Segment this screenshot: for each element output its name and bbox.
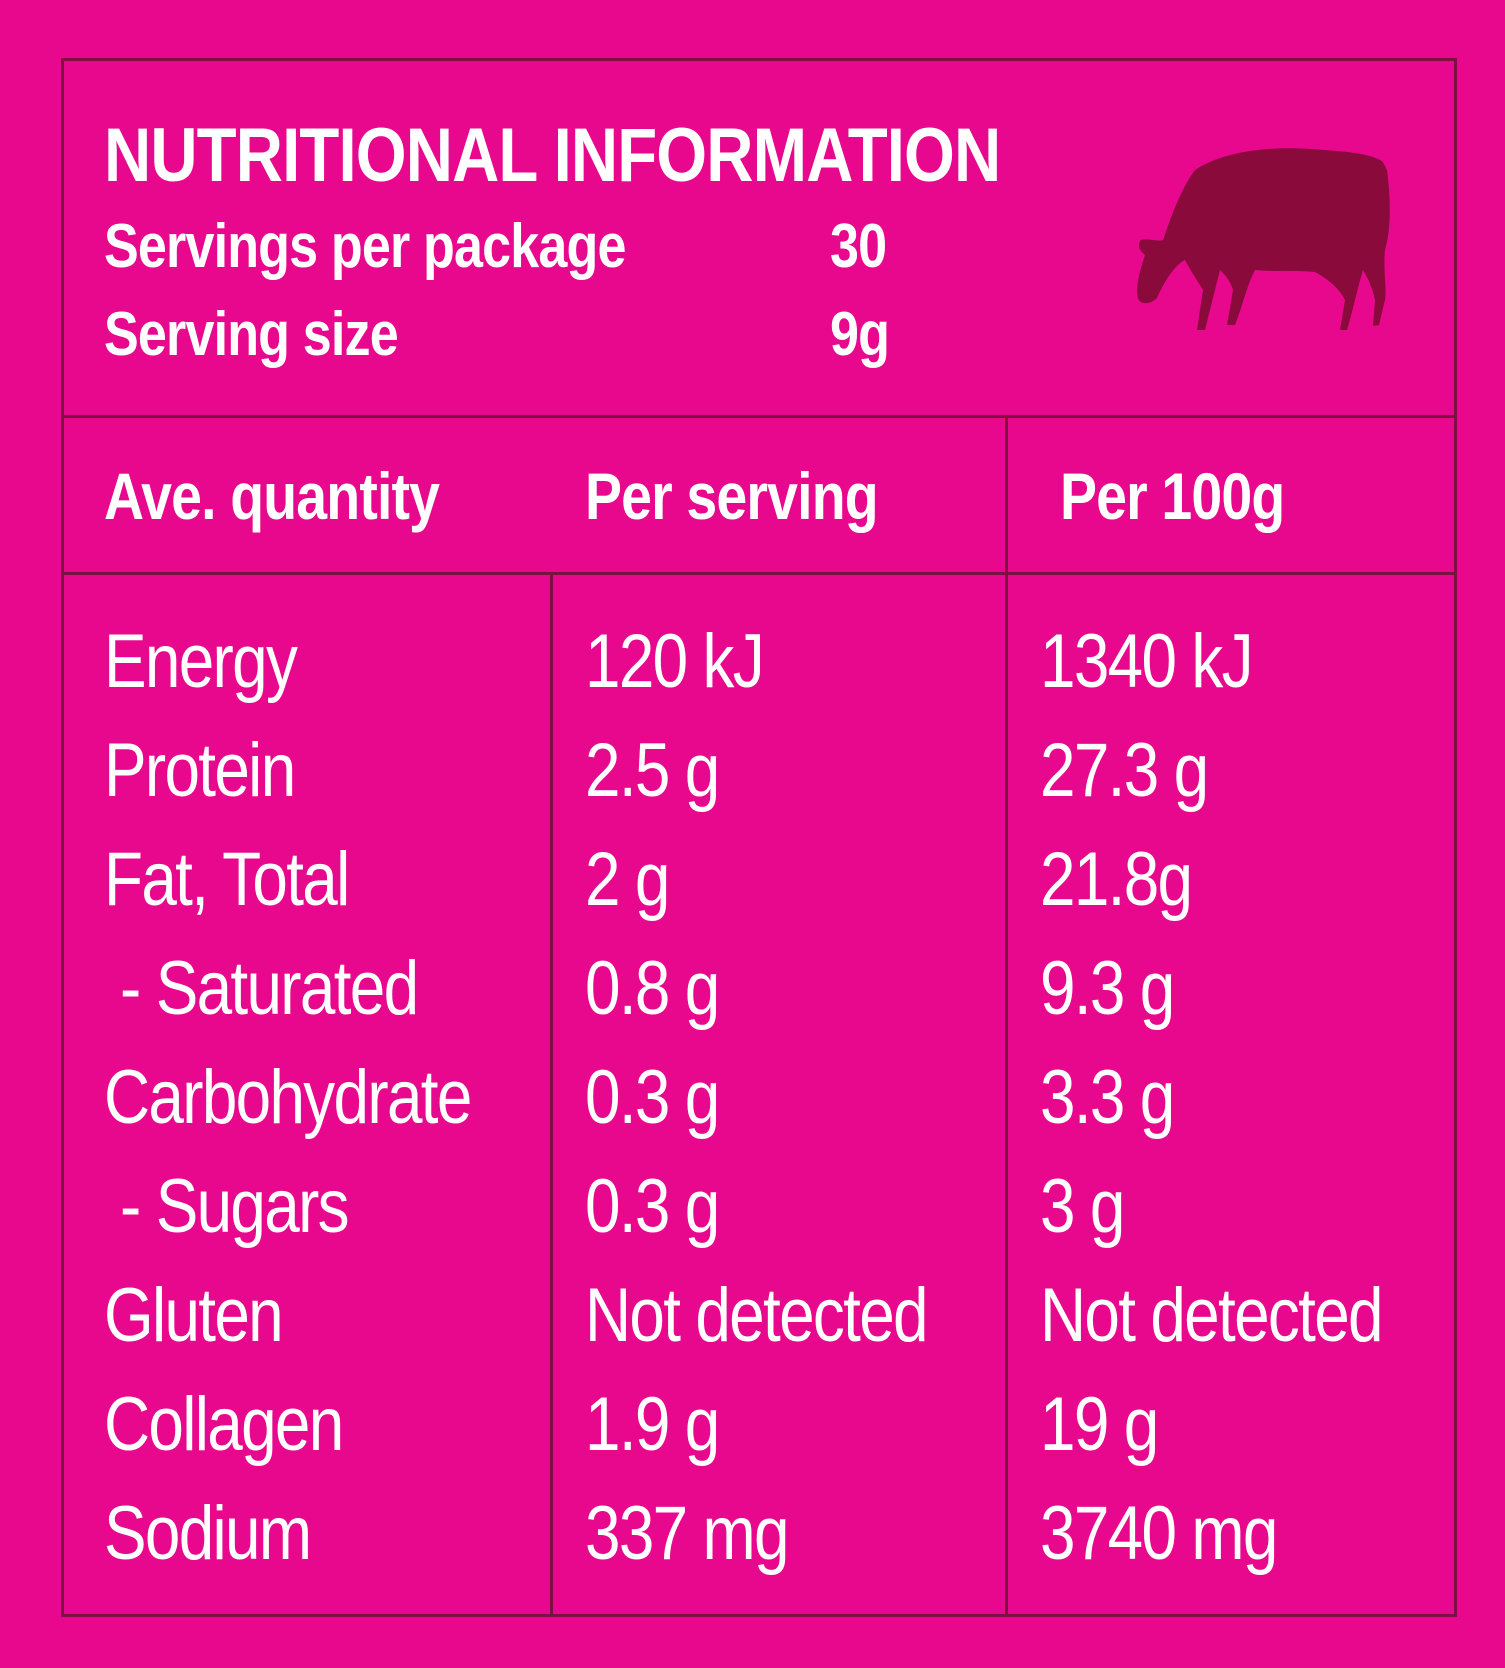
nutrient-per-100g: 19 g xyxy=(1040,1382,1159,1467)
header-per-100g: Per 100g xyxy=(1060,459,1285,533)
nutrient-per-serving: 337 mg xyxy=(585,1491,790,1576)
nutrient-per-serving: 0.3 g xyxy=(585,1055,720,1140)
nutrient-name: Protein xyxy=(104,728,296,813)
nutrient-per-100g: 1340 kJ xyxy=(1040,619,1254,704)
divider-col-serving xyxy=(550,572,553,1617)
header-per-serving: Per serving xyxy=(585,459,879,533)
nutrient-per-100g: 3 g xyxy=(1040,1164,1125,1249)
nutrient-name: Energy xyxy=(104,619,298,704)
nutrient-per-100g: 3740 mg xyxy=(1040,1491,1278,1576)
nutrient-per-100g: 9.3 g xyxy=(1040,946,1175,1031)
nutrition-panel xyxy=(61,58,1457,1617)
nutrient-name: Fat, Total xyxy=(104,837,350,922)
nutrient-per-serving: Not detected xyxy=(585,1273,929,1358)
cow-icon xyxy=(1137,148,1390,330)
nutrient-name: Sodium xyxy=(104,1491,312,1576)
header-ave-quantity: Ave. quantity xyxy=(104,459,440,533)
nutrient-name: Carbohydrate xyxy=(104,1055,472,1140)
nutrient-per-serving: 0.8 g xyxy=(585,946,720,1031)
nutrient-name: - Sugars xyxy=(104,1164,350,1249)
servings-per-package-label: Servings per package xyxy=(104,212,626,281)
panel-title: NUTRITIONAL INFORMATION xyxy=(104,113,1001,198)
divider-header xyxy=(61,415,1457,418)
nutrient-per-serving: 0.3 g xyxy=(585,1164,720,1249)
divider-col-100g xyxy=(1005,415,1008,1617)
nutrient-per-100g: 3.3 g xyxy=(1040,1055,1175,1140)
nutrient-name: - Saturated xyxy=(104,946,419,1031)
nutrient-per-serving: 1.9 g xyxy=(585,1382,720,1467)
divider-columns xyxy=(61,572,1457,575)
nutrient-per-100g: Not detected xyxy=(1040,1273,1384,1358)
serving-size-label: Serving size xyxy=(104,300,399,369)
serving-size-value: 9g xyxy=(830,300,890,369)
servings-per-package-value: 30 xyxy=(830,212,887,281)
nutrient-name: Collagen xyxy=(104,1382,344,1467)
nutrient-per-100g: 27.3 g xyxy=(1040,728,1209,813)
nutrient-per-serving: 2.5 g xyxy=(585,728,720,813)
nutrient-per-serving: 120 kJ xyxy=(585,619,765,704)
nutrient-name: Gluten xyxy=(104,1273,284,1358)
nutrient-per-serving: 2 g xyxy=(585,837,670,922)
nutrient-per-100g: 21.8g xyxy=(1040,837,1193,922)
